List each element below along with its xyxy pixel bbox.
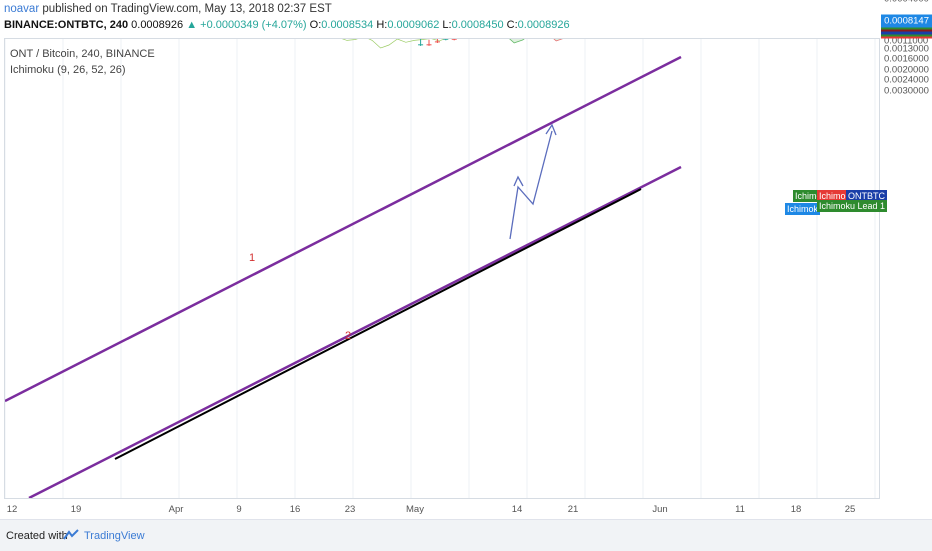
chart-canvas[interactable]: 12 xyxy=(5,39,879,498)
high-value: 0.0009062 xyxy=(387,19,440,31)
change-value: ▲ +0.0000349 (+4.07%) xyxy=(186,19,307,31)
price-tick-label: 0.0030000 xyxy=(884,85,929,97)
candle-body xyxy=(434,41,440,43)
line-tag-t5: Ichimoku Lead 1 xyxy=(817,200,888,212)
legend-indicator[interactable]: Ichimoku (9, 26, 52, 26) xyxy=(10,64,126,76)
time-tick-label: 16 xyxy=(289,504,301,515)
created-with-label: Created with xyxy=(6,530,68,542)
low-value: 0.0008450 xyxy=(451,19,504,31)
candle-body xyxy=(418,44,424,46)
time-tick-label: 25 xyxy=(844,504,856,515)
ichimoku-span-b xyxy=(553,39,563,42)
candle-body xyxy=(451,39,457,40)
price-tag-blue: 0.0008147 xyxy=(881,14,932,28)
time-tick-label: 18 xyxy=(790,504,802,515)
open-value: 0.0008534 xyxy=(321,19,374,31)
support-trendline xyxy=(114,188,642,460)
close-value: 0.0008926 xyxy=(517,19,570,31)
price-tick-label: 0.0004000 xyxy=(884,0,929,4)
arrow-head-icon xyxy=(513,175,524,187)
price-tick-label: 0.0024000 xyxy=(884,74,929,86)
tradingview-logo-icon xyxy=(63,529,79,540)
publish-line: noavar published on TradingView.com, May… xyxy=(4,3,332,15)
line-tag-t2: Ichimo xyxy=(817,190,848,202)
time-tick-label: 12 xyxy=(6,504,18,515)
time-axis[interactable]: 12 19 Apr 9 16 23 May 14 21 Jun 11 18 25 xyxy=(4,499,880,519)
time-tick-label: 21 xyxy=(567,504,579,515)
ichimoku-span-a xyxy=(509,39,525,44)
time-tick-label: 19 xyxy=(70,504,82,515)
close-label: C: xyxy=(506,19,518,31)
upper-channel-line xyxy=(5,55,682,403)
line-tag-t4: Ichimok xyxy=(785,203,821,215)
price-tick-label: 0.0013000 xyxy=(884,43,929,55)
candle-body xyxy=(443,39,449,40)
high-label: H: xyxy=(376,19,388,31)
lower-channel-line xyxy=(28,165,682,498)
ohlc-line: BINANCE:ONTBTC, 240 0.0008926 ▲ +0.00003… xyxy=(4,19,570,31)
symbol-label: BINANCE:ONTBTC, 240 xyxy=(4,19,129,31)
time-tick-label: Apr xyxy=(168,504,184,515)
price-axis[interactable]: 0.0030000 0.0024000 0.0020000 0.0016000 0.00… xyxy=(880,0,932,499)
published-text: published on TradingView.com, May 13, 20… xyxy=(42,3,332,15)
candle-body xyxy=(426,44,432,46)
author-link[interactable]: noavar xyxy=(4,3,40,15)
ichimoku-lagging-span xyxy=(341,39,446,49)
time-tick-label: 14 xyxy=(511,504,523,515)
price-tick-label: 0.0011000 xyxy=(884,35,929,47)
time-tick-label: Jun xyxy=(652,504,668,515)
arrow-head-icon xyxy=(545,123,557,136)
time-tick-label: 11 xyxy=(735,504,745,515)
open-label: O: xyxy=(309,19,322,31)
footer: Created with TradingView xyxy=(0,519,932,551)
time-tick-label: 9 xyxy=(236,504,242,515)
projection-arrow xyxy=(509,130,553,240)
legend-title: ONT / Bitcoin, 240, BINANCE xyxy=(10,48,155,60)
ichimoku-cloud xyxy=(509,39,562,43)
annotation-label: 2 xyxy=(345,330,351,342)
line-tag-t3: ONTBTC xyxy=(846,190,887,202)
time-tick-label: May xyxy=(406,504,424,515)
low-label: L: xyxy=(442,19,452,31)
time-tick-label: 23 xyxy=(344,504,356,515)
tradingview-link[interactable]: TradingView xyxy=(84,530,145,542)
chart-header: noavar published on TradingView.com, May… xyxy=(0,0,932,34)
price-tick-label: 0.0020000 xyxy=(884,64,929,76)
chart-legend: ONT / Bitcoin, 240, BINANCE Ichimoku (9,… xyxy=(10,46,155,78)
last-price: 0.0008926 xyxy=(131,19,184,31)
price-tick-label: 0.0016000 xyxy=(884,53,929,65)
annotation-label: 1 xyxy=(249,252,255,264)
